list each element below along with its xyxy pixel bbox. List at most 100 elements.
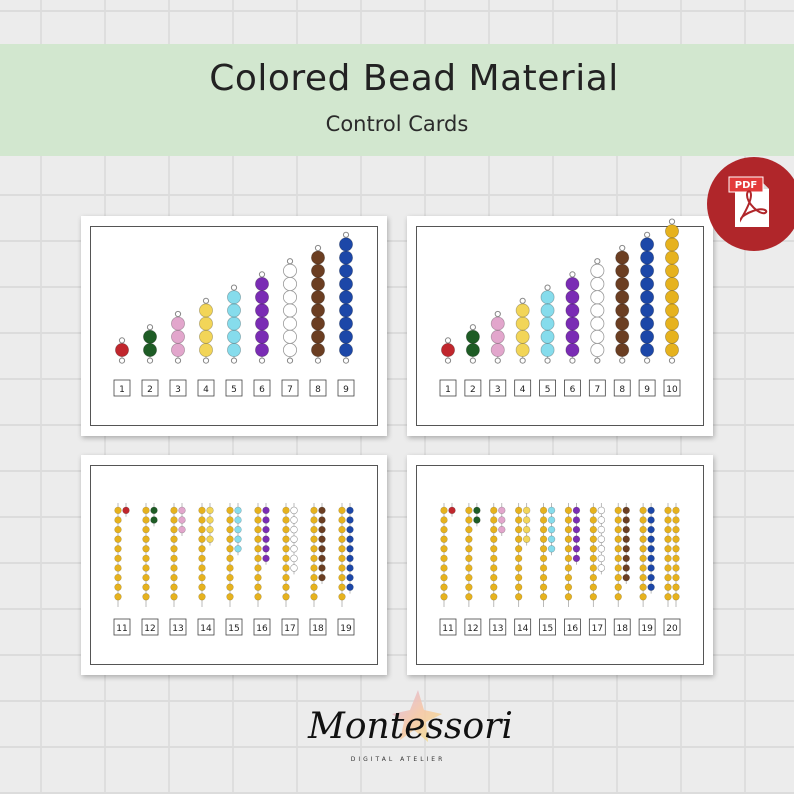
- ten-bead: [114, 506, 122, 515]
- ten-bead: [564, 583, 573, 591]
- ten-bead: [490, 525, 498, 534]
- bead: [338, 343, 353, 358]
- bead: [338, 263, 353, 278]
- bead-bar-1: [115, 337, 130, 364]
- bead-stair-illustration: 1 2 3 4 5 6 7 8 9: [113, 231, 355, 397]
- ten-bead: [440, 564, 448, 572]
- ten-bead: [282, 545, 290, 553]
- number-box-18: 18: [309, 618, 327, 636]
- ten-bead: [490, 583, 498, 591]
- bead: [565, 343, 580, 358]
- unit-bead: [672, 525, 680, 534]
- bead: [565, 277, 580, 292]
- ten-bead: [639, 545, 647, 553]
- unit-bead: [597, 535, 606, 543]
- ten-bead: [589, 545, 598, 553]
- bead-bar-15: [539, 503, 556, 607]
- bead: [310, 277, 325, 292]
- unit-bead: [547, 506, 556, 515]
- number-box-20: 20: [663, 618, 681, 636]
- bead: [254, 343, 269, 358]
- teen-bead-illustration: 11 12 13 14 15 16 17 18 19: [113, 503, 355, 636]
- unit-bead: [672, 535, 680, 543]
- ten-bead: [254, 535, 262, 543]
- bead: [664, 343, 679, 358]
- unit-bead: [318, 535, 326, 543]
- ten-bead: [490, 535, 498, 543]
- ten-bead: [440, 583, 448, 591]
- ten-bead: [254, 593, 262, 601]
- bead: [640, 303, 655, 318]
- bead: [282, 277, 297, 292]
- ten-bead: [440, 535, 448, 543]
- bead: [615, 329, 630, 344]
- card-border: [416, 226, 704, 426]
- ten-bead: [114, 525, 122, 534]
- ten-bead: [514, 564, 523, 572]
- unit-bead: [290, 506, 298, 515]
- number-box-10: 10: [663, 379, 681, 397]
- ten-bead: [564, 554, 573, 563]
- ten-bead: [198, 554, 206, 563]
- bead: [515, 329, 530, 344]
- bead: [254, 329, 269, 344]
- ten-bead: [539, 525, 548, 534]
- unit-bead: [647, 564, 655, 572]
- unit-bead: [672, 506, 680, 515]
- bead: [338, 250, 353, 265]
- ten-bead: [310, 564, 318, 572]
- bead: [199, 316, 214, 331]
- bead: [615, 290, 630, 305]
- ten-bead: [539, 573, 548, 582]
- bead: [338, 316, 353, 331]
- unit-bead: [318, 506, 326, 515]
- unit-bead: [234, 516, 242, 524]
- bead-ring: [258, 357, 266, 364]
- card-border: [90, 465, 378, 665]
- ten-bead: [589, 573, 598, 582]
- logo-wordmark: Montessori: [308, 706, 513, 747]
- ten-bead: [170, 506, 178, 515]
- number-label: 4: [520, 385, 526, 395]
- ten-bead: [170, 573, 178, 582]
- ten-bead: [589, 564, 598, 572]
- ten-bead: [170, 583, 178, 591]
- ten-bead: [614, 516, 622, 524]
- bead-bar-9: [640, 231, 655, 364]
- bead-ring: [544, 284, 551, 291]
- bead-bar-19: [639, 503, 655, 607]
- ten-bead: [589, 516, 598, 524]
- bead: [640, 237, 655, 252]
- bead: [615, 250, 630, 265]
- ten-bead: [338, 583, 346, 591]
- bead: [640, 290, 655, 305]
- ten-bead: [338, 593, 346, 601]
- bead-ring: [569, 271, 576, 278]
- ten-bead: [514, 525, 523, 534]
- unit-bead: [672, 564, 680, 572]
- bead-ring: [230, 357, 238, 364]
- unit-bead: [572, 554, 581, 563]
- ten-bead: [142, 564, 150, 572]
- bead-ring: [619, 244, 626, 252]
- ten-bead: [198, 545, 206, 553]
- bead-bar-8: [310, 244, 325, 364]
- number-label: 7: [594, 385, 600, 395]
- ten-bead: [639, 593, 647, 601]
- unit-bead: [290, 554, 298, 563]
- unit-bead: [122, 506, 130, 515]
- unit-bead: [572, 535, 581, 543]
- card-border: [90, 226, 378, 426]
- ten-bead: [514, 535, 523, 543]
- number-label: 7: [287, 385, 293, 395]
- ten-bead: [490, 593, 498, 601]
- number-label: 8: [619, 385, 625, 395]
- number-label: 6: [259, 385, 265, 395]
- ten-bead: [114, 583, 122, 591]
- ten-bead: [539, 583, 548, 591]
- bead: [310, 290, 325, 305]
- bead: [540, 329, 555, 344]
- ten-bead: [254, 573, 262, 582]
- bead-bar-3: [490, 310, 505, 364]
- unit-bead: [290, 564, 298, 572]
